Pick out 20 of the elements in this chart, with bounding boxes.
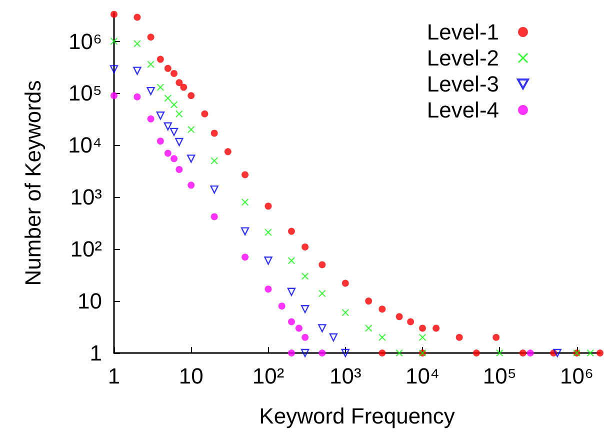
x-tick-label: 10⁵ [482,364,516,388]
x-tick-label: 10⁶ [560,364,594,388]
x-tick-label: 10 [178,364,204,388]
y-tick-label: 10 [78,288,102,314]
y-tick-label: 10⁵ [68,80,102,106]
y-axis-title: Number of Keywords [20,80,46,286]
x-tick-label: 10⁴ [406,364,440,388]
x-tick-label: 10³ [329,364,362,388]
y-tick-label: 1 [90,340,102,366]
x-tick-label: 1 [108,364,120,388]
legend-label: Level-4 [426,98,499,122]
x-axis-title: Keyword Frequency [259,404,455,428]
y-tick-label: 10⁴ [68,132,102,158]
legend-label: Level-2 [426,46,499,70]
legend-label: Level-1 [426,20,499,44]
legend-label: Level-3 [426,72,499,96]
y-tick-label: 10³ [70,184,102,210]
x-tick-label: 10² [252,364,284,388]
y-tick-label: 10² [70,236,102,262]
y-tick-label: 10⁶ [68,28,102,54]
